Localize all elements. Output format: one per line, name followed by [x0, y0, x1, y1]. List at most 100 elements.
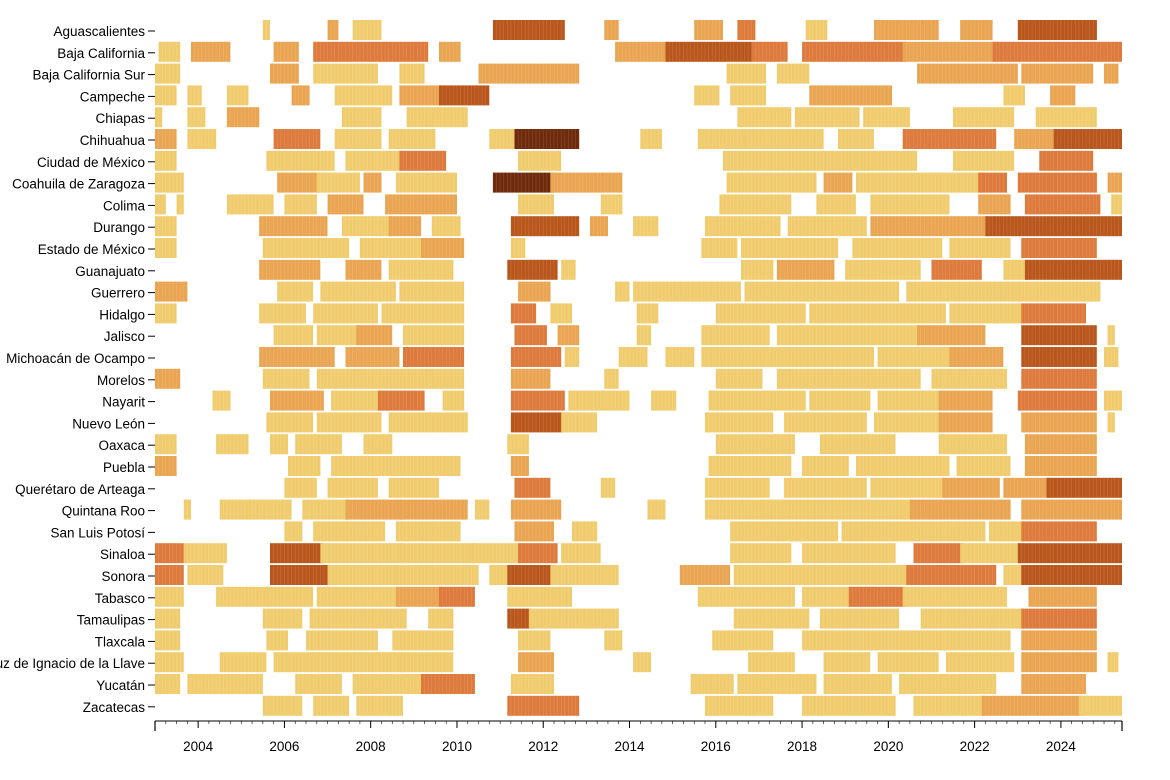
heatmap-cell-colima-12 — [1024, 194, 1101, 215]
heatmap-cell-coahuila-de-zaragoza-3 — [363, 172, 382, 193]
heatmap-cell-coahuila-de-zaragoza-1 — [277, 172, 321, 193]
heatmap-cell-ciudad-de-mexico-9 — [1039, 150, 1094, 171]
heatmap-cell-michoacan-de-ocampo-4 — [564, 347, 580, 367]
heatmap-cell-morelos-4 — [510, 368, 551, 389]
heatmap-cell-guanajuato-6 — [776, 259, 835, 280]
heatmap-cell-nayarit-10 — [877, 390, 943, 411]
heatmap-cell-ciudad-de-mexico-8 — [953, 150, 1015, 171]
heatmap-cell-tamaulipas-2 — [309, 608, 407, 629]
heatmap-cell-ciudad-de-mexico-3 — [399, 150, 447, 171]
heatmap-cell-nuevo-leon-6 — [784, 412, 867, 433]
heatmap-cell-quintana-roo-4 — [345, 499, 403, 520]
heatmap-cell-sinaloa-9 — [802, 543, 896, 564]
heatmap-cell-sonora-0 — [155, 565, 184, 585]
heatmap-cell-baja-california-10 — [992, 41, 1122, 62]
heatmap-cell-nuevo-leon-2 — [388, 412, 468, 433]
heatmap-cell-sinaloa-3 — [320, 543, 404, 564]
heatmap-cell-nayarit-2 — [331, 390, 382, 411]
heatmap-cell-estado-de-mexico-1 — [262, 238, 303, 258]
heatmap-cell-tlaxcala-4 — [518, 630, 551, 651]
heatmap-cell-guanajuato-1 — [345, 259, 382, 280]
heatmap-cell-queretaro-de-arteaga-6 — [784, 477, 867, 498]
heatmap-cell-puebla-8 — [1024, 456, 1097, 476]
heatmap-cell-michoacan-de-ocampo-0 — [259, 347, 335, 367]
heatmap-cell-nuevo-leon-9 — [1021, 412, 1097, 433]
heatmap-cell-baja-california-1 — [190, 41, 231, 62]
heatmap-cell-nayarit-5 — [510, 390, 565, 411]
heatmap-cell-ciudad-de-mexico-4 — [518, 150, 562, 171]
heatmap-cell-sonora-6 — [507, 565, 554, 585]
heatmap-cell-campeche-4 — [334, 85, 393, 106]
heatmap-cell-oaxaca-3 — [295, 434, 342, 455]
heatmap-cell-quintana-roo-5 — [399, 499, 468, 520]
heatmap-cell-chihuahua-0 — [155, 129, 177, 149]
heatmap-cell-guerrero-1 — [277, 281, 314, 302]
heatmap-cell-sonora-12 — [1003, 565, 1025, 585]
heatmap-cell-tamaulipas-1 — [262, 608, 303, 629]
heatmap-cell-aguascalientes-0 — [262, 20, 270, 40]
heatmap-cell-guerrero-3 — [399, 281, 465, 302]
heatmap-cell-baja-california-sur-7 — [917, 63, 1018, 84]
heatmap-cell-tlaxcala-1 — [266, 630, 288, 651]
heatmap-cell-nayarit-6 — [568, 390, 630, 411]
heatmap-cell-san-luis-potosi-4 — [572, 521, 598, 542]
heatmap-cell-nayarit-8 — [708, 390, 806, 411]
heatmap-cell-nuevo-leon-1 — [316, 412, 382, 433]
heatmap-cell-sinaloa-6 — [518, 543, 558, 564]
heatmap-cell-guanajuato-2 — [388, 259, 454, 280]
heatmap-cell-guerrero-6 — [633, 281, 741, 302]
heatmap-cell-sinaloa-1 — [183, 543, 227, 564]
heatmap-cell-tabasco-10 — [902, 586, 1007, 607]
heatmap-cell-chihuahua-3 — [334, 129, 382, 149]
heatmap-cell-sonora-7 — [550, 565, 619, 585]
heatmap-cell-tlaxcala-8 — [863, 630, 1011, 651]
heatmap-cell-puebla-1 — [288, 456, 321, 476]
heatmap-cell-chihuahua-9 — [744, 129, 824, 149]
heatmap-cell-hidalgo-3 — [381, 303, 465, 324]
heatmap-cell-colima-6 — [518, 194, 554, 215]
heatmap-cell-chiapas-7 — [863, 107, 910, 128]
heatmap-cell-chiapas-2 — [226, 107, 260, 128]
heatmap-cell-tamaulipas-10 — [1021, 608, 1097, 629]
heatmap-cell-jalisco-10 — [1021, 325, 1097, 346]
heatmap-cell-tlaxcala-5 — [604, 630, 623, 651]
heatmap-cell-san-luis-potosi-6 — [841, 521, 986, 542]
heatmap-cell-guerrero-2 — [320, 281, 396, 302]
heatmap-cell-chiapas-0 — [155, 107, 163, 128]
heatmap-cell-quintana-roo-12 — [1021, 499, 1122, 520]
heatmap-cell-sonora-9 — [733, 565, 813, 585]
heatmap-cell-queretaro-de-arteaga-1 — [327, 477, 378, 498]
heatmap-cell-aguascalientes-5 — [694, 20, 723, 40]
heatmap-cell-tlaxcala-6 — [712, 630, 774, 651]
heatmap-cell-coahuila-de-zaragoza-0 — [155, 172, 184, 193]
heatmap-cell-sonora-3 — [327, 565, 400, 585]
heatmap-cell-queretaro-de-arteaga-4 — [600, 477, 616, 498]
heatmap-cell-tabasco-6 — [507, 586, 572, 607]
heatmap-cell-chiapas-3 — [341, 107, 382, 128]
heatmap-cell-queretaro-de-arteaga-8 — [942, 477, 1000, 498]
heatmap-cell-jalisco-8 — [776, 325, 921, 346]
heatmap-cell-jalisco-3 — [403, 325, 465, 346]
heatmap-cell-tabasco-0 — [155, 586, 184, 607]
heatmap-cell-durango-5 — [510, 216, 580, 237]
heatmap-cell-chihuahua-7 — [640, 129, 662, 149]
heatmap-cell-tabasco-2 — [266, 586, 314, 607]
heatmap-cell-coahuila-de-zaragoza-12 — [1107, 172, 1122, 193]
heatmap-cell-baja-california-3 — [313, 41, 429, 62]
heatmap-cell-chihuahua-5 — [489, 129, 519, 149]
heatmap-cell-jalisco-7 — [701, 325, 770, 346]
heatmap-cell-hidalgo-6 — [636, 303, 659, 324]
heatmap-cell-michoacan-de-ocampo-1 — [345, 347, 400, 367]
heatmap-cell-aguascalientes-8 — [874, 20, 939, 40]
heatmap-cell-ciudad-de-mexico-2 — [345, 150, 403, 171]
heatmap-cell-jalisco-11 — [1107, 325, 1115, 346]
heatmap-cell-sonora-8 — [679, 565, 731, 585]
heatmap-cell-hidalgo-0 — [155, 303, 177, 324]
heatmap-cell-campeche-9 — [809, 85, 892, 106]
heatmap-cell-nuevo-leon-4 — [561, 412, 598, 433]
heatmap-cell-aguascalientes-2 — [352, 20, 382, 40]
heatmap-cell-ciudad-de-mexico-7 — [863, 150, 918, 171]
heatmap-cell-nuevo-leon-3 — [510, 412, 565, 433]
heatmap-cell-nayarit-3 — [377, 390, 425, 411]
